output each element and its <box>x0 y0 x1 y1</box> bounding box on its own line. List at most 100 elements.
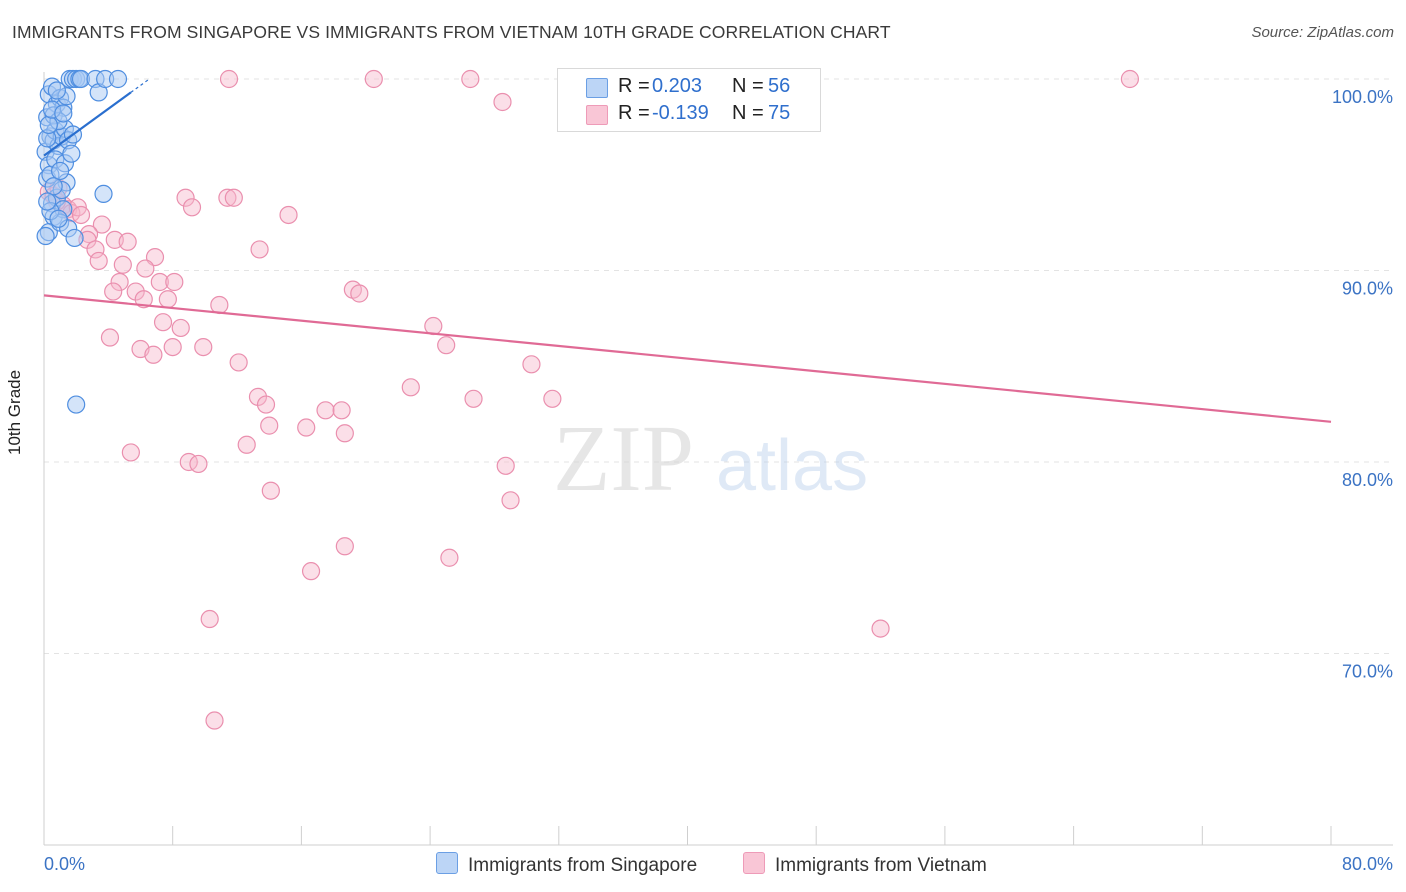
trendline-singapore-extension <box>130 77 151 93</box>
data-point-vietnam <box>182 198 202 217</box>
chart-title: IMMIGRANTS FROM SINGAPORE VS IMMIGRANTS … <box>12 22 891 42</box>
legend-r-value-vietnam: -0.139 <box>652 102 709 124</box>
data-point-vietnam <box>237 435 256 454</box>
data-point-vietnam <box>194 338 213 357</box>
data-point-vietnam <box>100 328 120 347</box>
legend-n-value-singapore: 56 <box>768 75 791 97</box>
watermark-zip: ZIP <box>553 407 694 511</box>
data-point-vietnam <box>301 562 321 581</box>
data-point-vietnam <box>260 416 279 435</box>
data-point-vietnam <box>189 454 208 474</box>
correlation-legend: R = 0.203 N = 56 R = -0.139 N = 75 <box>557 68 821 132</box>
data-point-singapore <box>44 177 63 196</box>
y-tick-label: 70.0% <box>1342 662 1393 682</box>
data-point-singapore <box>38 192 57 211</box>
data-point-singapore <box>50 161 70 181</box>
data-point-vietnam <box>224 188 243 207</box>
data-point-singapore <box>108 69 128 89</box>
data-point-vietnam <box>229 353 248 372</box>
legend-n-label: N = <box>732 102 764 124</box>
bottom-legend-vietnam: Immigrants from Vietnam <box>743 852 987 877</box>
data-point-vietnam <box>219 69 239 89</box>
data-point-vietnam <box>158 290 177 309</box>
data-point-vietnam <box>501 491 520 510</box>
data-point-vietnam <box>1120 69 1140 89</box>
data-point-vietnam <box>350 284 369 303</box>
data-point-vietnam <box>871 619 890 638</box>
source-label: Source: ZipAtlas.com <box>1251 24 1394 41</box>
data-point-vietnam <box>256 395 276 414</box>
data-point-vietnam <box>171 318 190 338</box>
data-point-vietnam <box>210 295 229 315</box>
data-point-vietnam <box>522 355 541 374</box>
legend-swatch-vietnam <box>586 105 608 125</box>
data-point-vietnam <box>200 609 219 629</box>
data-point-vietnam <box>121 443 140 462</box>
data-point-vietnam <box>176 188 195 207</box>
data-point-vietnam <box>261 481 280 500</box>
data-point-vietnam <box>464 389 483 408</box>
bottom-legend-swatch-singapore <box>436 852 458 874</box>
y-tick-label: 80.0% <box>1342 470 1393 490</box>
data-point-singapore <box>49 209 68 228</box>
data-point-singapore <box>36 226 55 246</box>
watermark: ZIP atlas <box>553 407 868 511</box>
data-point-vietnam <box>335 424 354 443</box>
data-point-singapore <box>94 184 113 203</box>
legend-r-value-singapore: 0.203 <box>652 75 703 97</box>
data-point-vietnam <box>104 282 123 301</box>
data-point-vietnam <box>118 232 137 251</box>
data-point-singapore <box>62 144 81 163</box>
watermark-atlas: atlas <box>716 426 868 506</box>
data-point-vietnam <box>335 537 354 556</box>
data-point-singapore <box>67 395 86 414</box>
data-point-vietnam <box>165 272 184 292</box>
data-point-vietnam <box>332 401 351 420</box>
data-point-vietnam <box>92 215 112 234</box>
data-point-vietnam <box>153 313 173 332</box>
data-point-vietnam <box>89 251 108 271</box>
trendline-singapore <box>43 91 132 157</box>
legend-swatch-singapore <box>586 78 608 98</box>
data-point-vietnam <box>437 336 456 355</box>
data-point-vietnam <box>134 290 153 309</box>
data-point-vietnam <box>113 255 132 274</box>
data-point-singapore <box>65 228 84 248</box>
legend-n-label: N = <box>732 75 764 97</box>
data-point-vietnam <box>279 205 298 225</box>
data-point-vietnam <box>150 272 169 292</box>
data-point-vietnam <box>250 240 269 259</box>
data-point-vietnam <box>461 69 480 89</box>
data-point-vietnam <box>440 548 459 567</box>
y-tick-label: 100.0% <box>1332 87 1393 107</box>
data-point-vietnam <box>493 92 512 112</box>
legend-r-label: R = <box>618 75 650 97</box>
y-axis-label: 10th Grade <box>5 369 24 455</box>
data-point-vietnam <box>401 378 420 397</box>
data-point-vietnam <box>144 345 163 364</box>
data-point-vietnam <box>297 418 316 437</box>
data-point-singapore <box>39 115 58 135</box>
data-point-vietnam <box>543 389 562 408</box>
data-point-singapore <box>54 104 73 123</box>
data-point-singapore <box>47 81 66 100</box>
legend-n-value-vietnam: 75 <box>768 102 791 124</box>
bottom-legend-swatch-vietnam <box>743 852 765 874</box>
bottom-legend-label-vietnam: Immigrants from Vietnam <box>775 855 987 876</box>
bottom-legend-singapore: Immigrants from Singapore <box>436 852 697 877</box>
y-tick-label: 90.0% <box>1342 279 1393 299</box>
data-point-vietnam <box>205 711 224 730</box>
data-point-vietnam <box>496 456 515 475</box>
data-point-vietnam <box>71 205 91 225</box>
x-tick-label: 80.0% <box>1342 854 1393 874</box>
legend-r-label: R = <box>618 102 650 124</box>
data-point-vietnam <box>364 69 383 89</box>
trendline-vietnam <box>43 294 1332 423</box>
data-point-vietnam <box>136 259 155 278</box>
x-tick-label: 0.0% <box>44 854 85 874</box>
data-point-vietnam <box>218 188 237 207</box>
data-point-vietnam <box>110 272 129 292</box>
data-point-vietnam <box>86 240 105 259</box>
bottom-legend-label-singapore: Immigrants from Singapore <box>468 855 698 876</box>
data-point-vietnam <box>316 401 335 420</box>
